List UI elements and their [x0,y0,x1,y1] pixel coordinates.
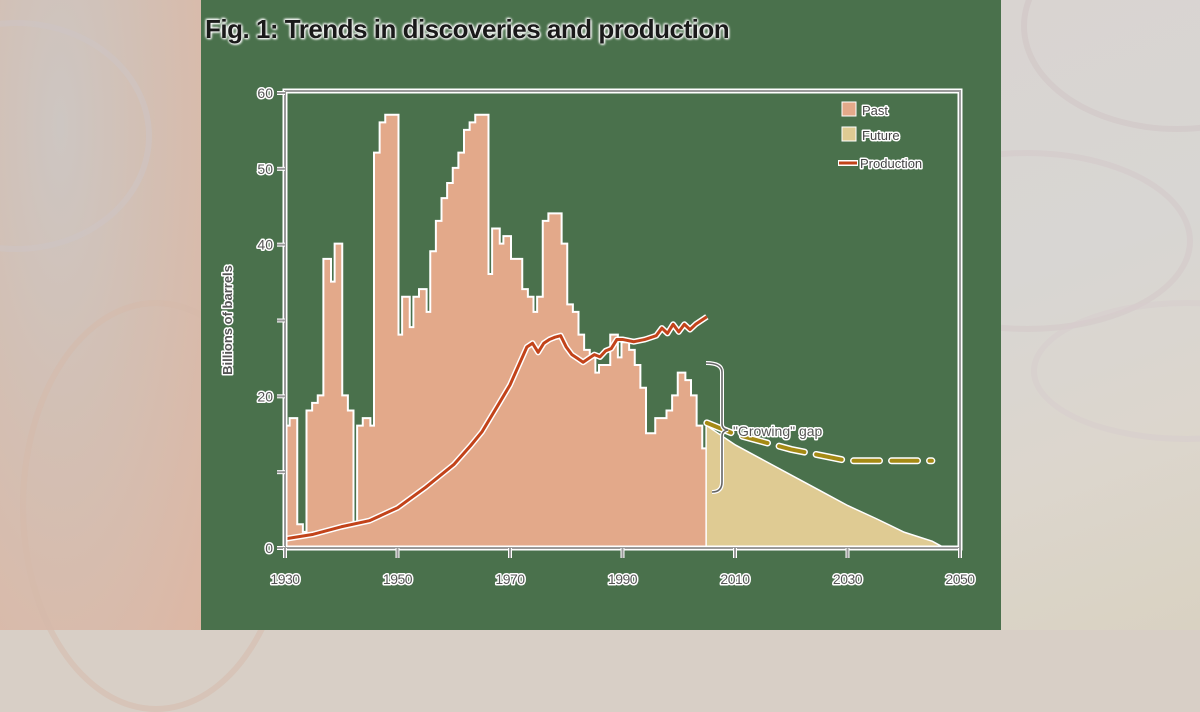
y-tick-label: 40 [257,237,273,253]
growing-gap-annotation: "Growing" gap [705,361,824,494]
production-line [284,315,708,541]
y-axis-label: Billions of barrels [220,265,235,375]
y-tick-label: 20 [257,388,273,404]
x-tick-label: 2050 [945,571,975,587]
legend-future-swatch [841,126,857,142]
future-area-fill [706,426,944,548]
x-tick-label: 2030 [833,571,863,587]
x-tick-label: 1930 [270,571,300,587]
x-tick-label: 1990 [608,571,638,587]
legend-past-label: Past [862,103,888,118]
future-area [705,423,944,550]
past-bars [283,113,709,550]
axes: 0 20 40 50 60 1930 1950 1970 1990 2010 2030 2050 [256,84,977,589]
legend: Past Future Production [838,101,924,173]
future-production-line [704,420,934,463]
x-tick-label: 2010 [720,571,750,587]
past-bars-fill [285,115,707,548]
y-tick-label: 60 [257,85,273,101]
figure-title: Fig. 1: Trends in discoveries and produc… [205,14,730,44]
gap-label: "Growing" gap [733,423,823,439]
gap-bracket [705,362,729,493]
x-tick-label: 1970 [495,571,525,587]
y-tick-label: 0 [265,540,273,556]
legend-past-swatch [841,101,857,117]
legend-future-label: Future [862,128,900,143]
production-lines [284,314,936,542]
x-tick-label: 1950 [383,571,413,587]
y-tick-label: 50 [257,161,273,177]
legend-production-label: Production [860,156,922,171]
chart: 0 20 40 50 60 1930 1950 1970 1990 2010 2030 2050 Pa… [219,84,978,589]
